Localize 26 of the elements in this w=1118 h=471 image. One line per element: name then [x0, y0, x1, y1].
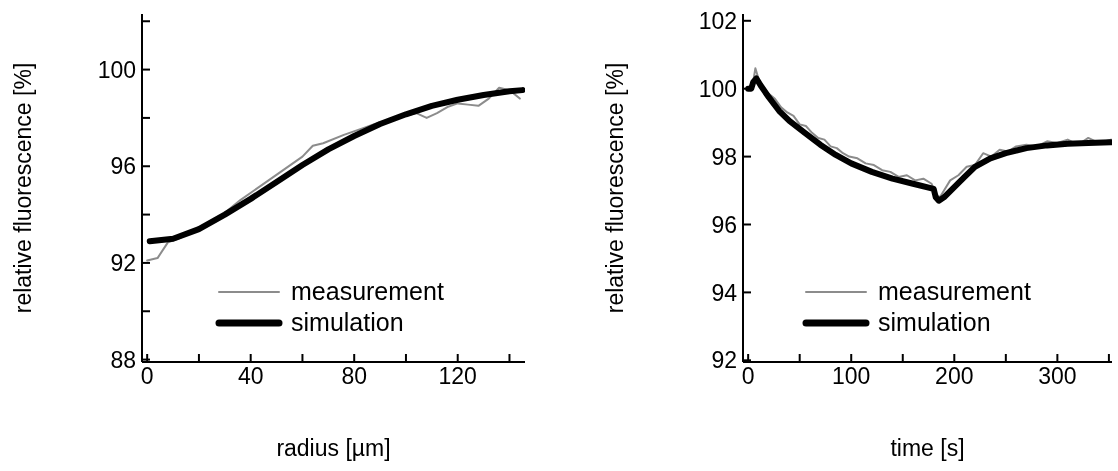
y-tick-label: 92	[110, 250, 136, 277]
x-tick-label: 0	[741, 363, 755, 390]
legend-label: simulation	[878, 307, 991, 338]
y-tick-label: 96	[110, 153, 136, 180]
y-axis-title: relative fluorescence [%]	[10, 62, 37, 314]
x-tick-label: 200	[935, 363, 974, 390]
y-tick-label: 96	[711, 211, 737, 238]
y-tick-label: 94	[711, 279, 738, 306]
x-tick-label: 0	[140, 363, 154, 390]
y-tick-label: 88	[110, 346, 136, 373]
legend-label: measurement	[291, 276, 444, 307]
x-tick-label: 100	[832, 363, 871, 390]
legend-label: simulation	[291, 307, 404, 338]
legend-label: measurement	[878, 276, 1031, 307]
x-tick-label: 300	[1038, 363, 1077, 390]
x-tick-label: 80	[341, 363, 367, 390]
x-tick-label: 120	[438, 363, 477, 390]
y-axis-title: relative fluorescence [%]	[602, 62, 629, 314]
y-tick-label: 92	[711, 347, 737, 374]
y-tick-label: 98	[711, 143, 737, 170]
x-axis-title: radius [µm]	[276, 435, 391, 461]
x-tick-label: 40	[237, 363, 264, 390]
x-axis-title: time [s]	[890, 435, 965, 461]
y-tick-label: 100	[698, 75, 737, 102]
y-tick-label: 100	[97, 56, 136, 83]
y-tick-label: 102	[698, 7, 737, 34]
